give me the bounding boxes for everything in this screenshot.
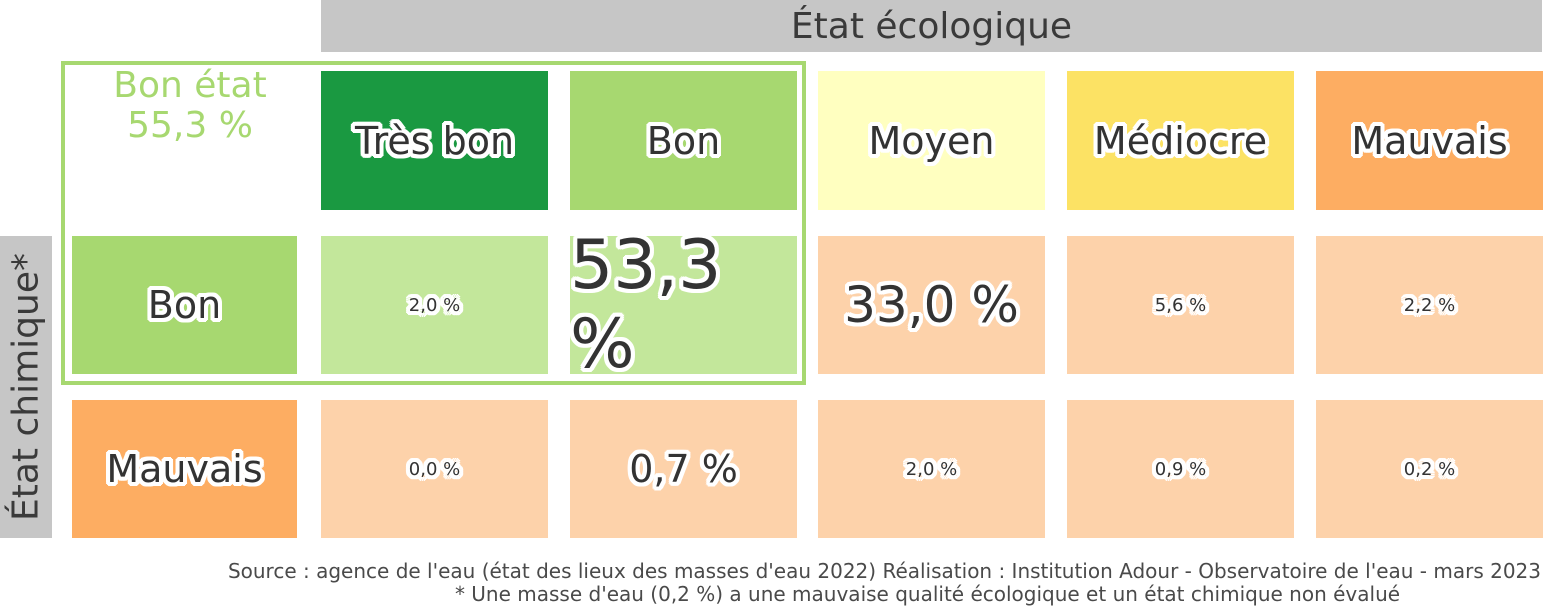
row-header-mauvais-label: Mauvais	[106, 447, 263, 491]
cell-bon-moyen-label: 33,0 %	[844, 276, 1019, 334]
cell-bon-tres-bon: 2,0 %	[321, 236, 548, 374]
column-header-moyen-label: Moyen	[868, 118, 995, 163]
column-header-tres-bon: Très bon	[321, 71, 548, 210]
good-state-label: Bon état	[113, 65, 267, 106]
column-header-tres-bon-label: Très bon	[354, 118, 515, 163]
row-header-bon-label: Bon	[147, 283, 222, 327]
cell-bon-moyen: 33,0 %	[818, 236, 1045, 374]
chemical-state-header: État chimique*	[0, 236, 52, 538]
cell-mauvais-tres-bon: 0,0 %	[321, 400, 548, 538]
row-header-mauvais: Mauvais	[72, 400, 297, 538]
column-header-mauvais: Mauvais	[1316, 71, 1543, 210]
source-note: Source : agence de l'eau (état des lieux…	[227, 559, 1541, 583]
cell-bon-mediocre-label: 5,6 %	[1154, 294, 1207, 316]
cell-mauvais-mediocre: 0,9 %	[1067, 400, 1294, 538]
footnote: * Une masse d'eau (0,2 %) a une mauvaise…	[454, 582, 1401, 606]
cell-bon-mauvais: 2,2 %	[1316, 236, 1543, 374]
cell-mauvais-mauvais: 0,2 %	[1316, 400, 1543, 538]
column-header-mediocre: Médiocre	[1067, 71, 1294, 210]
cell-mauvais-tres-bon-label: 0,0 %	[408, 458, 461, 480]
ecological-state-header: État écologique	[321, 0, 1542, 52]
cell-bon-mauvais-label: 2,2 %	[1403, 294, 1456, 316]
column-header-mauvais-label: Mauvais	[1351, 118, 1508, 163]
good-state-value: 55,3 %	[127, 105, 253, 146]
cell-bon-bon-label: 53,3 %	[570, 226, 722, 384]
column-header-bon-label: Bon	[646, 118, 721, 163]
chemical-state-title: État chimique*	[5, 253, 47, 521]
cell-mauvais-mauvais-label: 0,2 %	[1403, 458, 1456, 480]
good-state-summary: Bon état 55,3 %	[90, 66, 290, 146]
column-header-mediocre-label: Médiocre	[1093, 118, 1268, 163]
ecological-state-title: État écologique	[790, 5, 1073, 47]
cell-bon-tres-bon-label: 2,0 %	[408, 294, 461, 316]
column-header-moyen: Moyen	[818, 71, 1045, 210]
cell-mauvais-mediocre-label: 0,9 %	[1154, 458, 1207, 480]
cell-mauvais-bon-label: 0,7 %	[629, 447, 738, 491]
cell-bon-mediocre: 5,6 %	[1067, 236, 1294, 374]
row-header-bon: Bon	[72, 236, 297, 374]
cell-bon-bon: 53,3 %	[570, 226, 797, 384]
column-header-bon: Bon	[570, 71, 797, 210]
cell-mauvais-moyen-label: 2,0 %	[905, 458, 958, 480]
cell-mauvais-bon: 0,7 %	[570, 400, 797, 538]
good-state-frame	[61, 61, 806, 385]
cell-mauvais-moyen: 2,0 %	[818, 400, 1045, 538]
